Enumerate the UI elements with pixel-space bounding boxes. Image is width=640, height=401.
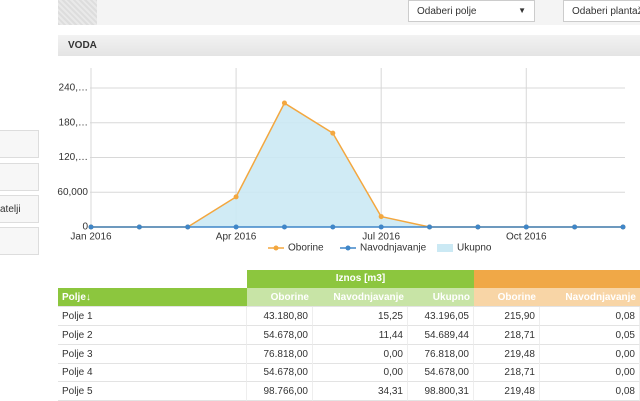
table-cell: 218,71 (474, 363, 540, 383)
marker (136, 224, 142, 230)
table-cell: 54.678,00 (408, 363, 474, 383)
table-cell: 11,44 (313, 325, 408, 345)
marker (427, 224, 433, 230)
chart: 0 60,000 120,… 180,… 240,… Jan 2016 Apr 2016 Ju… (57, 68, 626, 254)
select-label: Odaberi plantažu (572, 6, 640, 17)
marker (572, 224, 578, 230)
x-tick-label: Jul 2016 (362, 232, 400, 243)
y-tick-label: 60,000 (57, 187, 88, 198)
table-cell: 34,31 (313, 382, 408, 401)
marker (88, 224, 94, 230)
table-cell: 54.678,00 (247, 325, 313, 345)
table-cell: Polje 3 (58, 344, 247, 364)
legend-swatch (437, 244, 453, 252)
table-cell: 0,08 (540, 307, 640, 326)
table-cell: 43.180,80 (247, 307, 313, 326)
marker (233, 194, 239, 200)
marker (281, 100, 287, 106)
group-header-2 (474, 270, 640, 288)
field-select[interactable]: Odaberi polje ▼ (408, 0, 535, 22)
column-header: Navodnjavanje (313, 288, 408, 307)
y-tick-label: 180,… (59, 117, 88, 128)
marker (620, 224, 626, 230)
table-cell: 15,25 (313, 307, 408, 326)
marker (233, 224, 239, 230)
column-header: Polje↓ (58, 288, 247, 307)
marker (378, 224, 384, 230)
table-cell: Polje 5 (58, 382, 247, 401)
sidebar-item[interactable] (0, 227, 39, 255)
legend-label: Oborine (288, 243, 324, 254)
y-tick-label: 120,… (59, 152, 88, 163)
table-cell: 0,05 (540, 325, 640, 345)
column-header: Navodnjavanje (540, 288, 640, 307)
table-cell: 54.689,44 (408, 325, 474, 345)
legend-marker (345, 245, 351, 251)
table-cell: 54.678,00 (247, 363, 313, 383)
column-header: Ukupno (408, 288, 474, 307)
top-bar (97, 0, 640, 25)
marker (378, 214, 384, 220)
table-cell: Polje 2 (58, 325, 247, 345)
table-cell: 0,00 (540, 344, 640, 364)
table-cell: 0,00 (313, 344, 408, 364)
table-cell: 76.818,00 (408, 344, 474, 364)
y-tick-label: 240,… (59, 83, 88, 94)
table-cell: 0,00 (313, 363, 408, 383)
sidebar-label: atelji (0, 204, 21, 215)
column-header: Oborine (247, 288, 313, 307)
sidebar-item[interactable] (0, 130, 39, 158)
logo (58, 0, 97, 25)
table-cell: 43.196,05 (408, 307, 474, 326)
plantation-select[interactable]: Odaberi plantažu (563, 0, 640, 22)
sidebar-item[interactable] (0, 163, 39, 191)
table-cell: 219,48 (474, 344, 540, 364)
group-header: Iznos [m3] (247, 270, 474, 288)
legend-label: Navodnjavanje (360, 243, 427, 254)
x-tick-label: Jan 2016 (70, 232, 112, 243)
legend-marker (273, 245, 279, 251)
marker (330, 130, 336, 136)
marker (185, 224, 191, 230)
table-cell: 218,71 (474, 325, 540, 345)
select-label: Odaberi polje (417, 6, 477, 17)
marker (281, 224, 287, 230)
y-tick-label: 0 (82, 222, 88, 233)
column-header: Oborine (474, 288, 540, 307)
area (91, 103, 623, 227)
table-cell: 215,90 (474, 307, 540, 326)
x-tick-label: Oct 2016 (506, 232, 547, 243)
table-cell: 0,08 (540, 382, 640, 401)
x-tick-label: Apr 2016 (216, 232, 257, 243)
legend-label: Ukupno (457, 243, 492, 254)
sidebar-item[interactable]: atelji (0, 195, 39, 223)
table-cell: 0,00 (540, 363, 640, 383)
marker (523, 224, 529, 230)
table-cell: 98.766,00 (247, 382, 313, 401)
table-cell: Polje 1 (58, 307, 247, 326)
table-cell: 76.818,00 (247, 344, 313, 364)
table-cell: Polje 4 (58, 363, 247, 383)
marker (475, 224, 481, 230)
arrow: ▼ (518, 6, 526, 15)
marker (330, 224, 336, 230)
section-title: VODA (68, 40, 97, 51)
table-cell: 219,48 (474, 382, 540, 401)
section-header: VODA (58, 35, 640, 56)
table-cell: 98.800,31 (408, 382, 474, 401)
